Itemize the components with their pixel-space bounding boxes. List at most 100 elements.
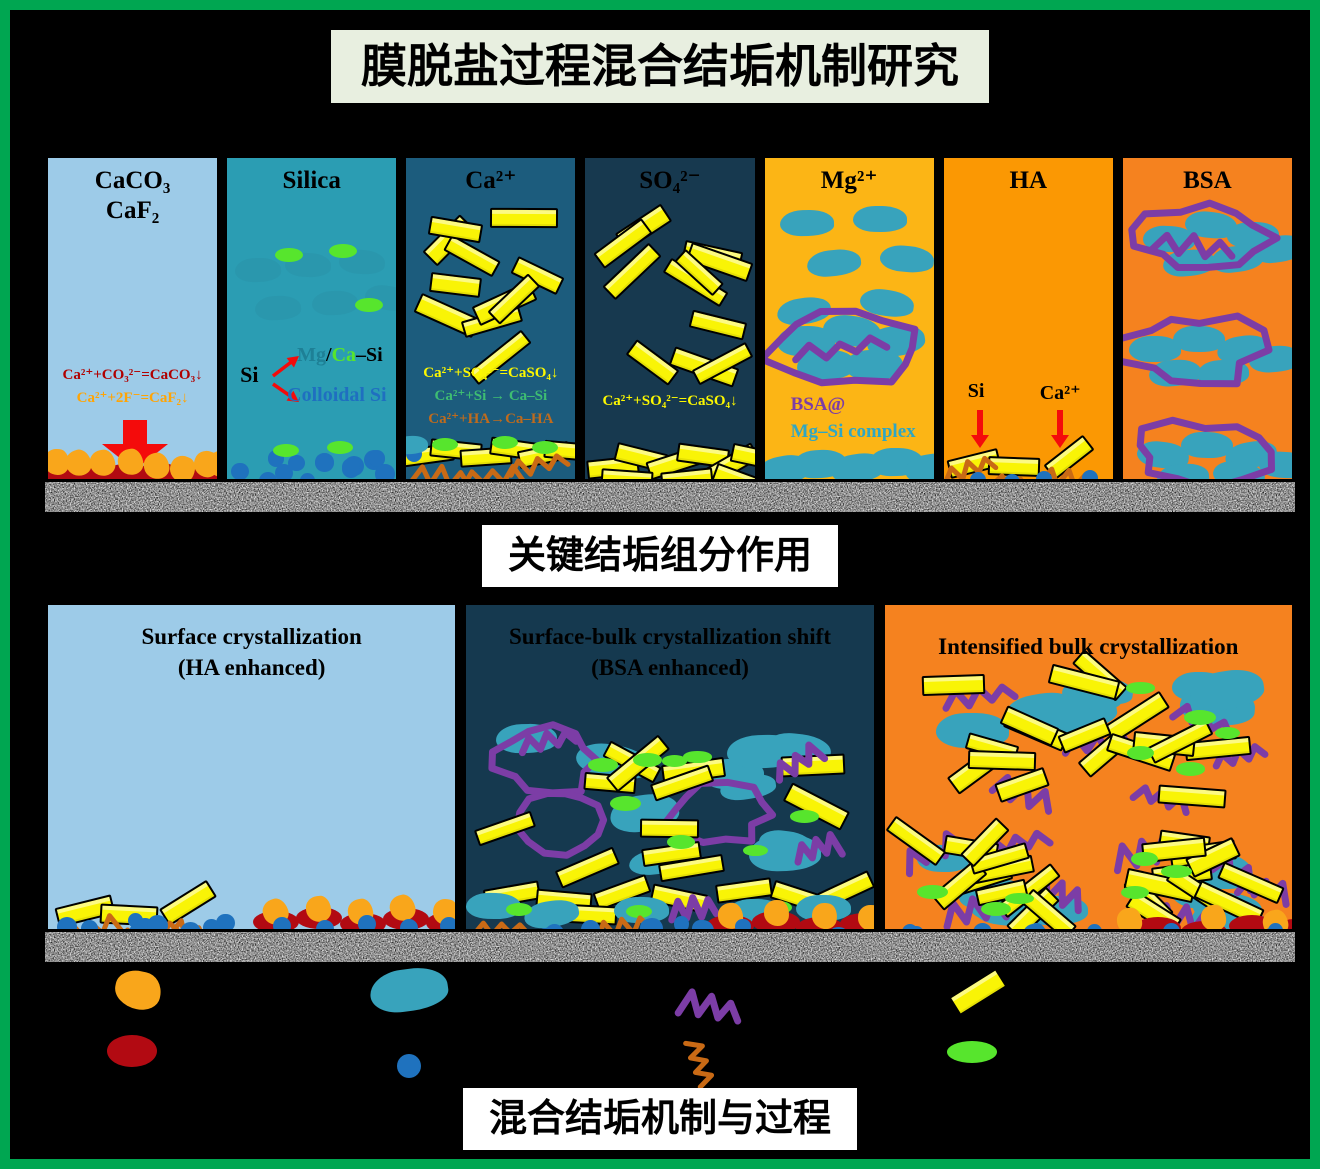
colloidal-si-particle bbox=[1035, 471, 1052, 479]
mg-ghost-text: Mg bbox=[297, 344, 327, 366]
crystal-bar bbox=[783, 782, 851, 831]
crystal-bar bbox=[429, 272, 483, 298]
title-line: (HA enhanced) bbox=[177, 655, 326, 680]
colloidal-si-particle bbox=[400, 919, 418, 929]
ca-si-particle bbox=[626, 905, 653, 918]
equation-caf2: Ca²⁺+2F⁻=CaF₂↓ bbox=[76, 390, 189, 406]
panel-header: HA bbox=[1009, 167, 1048, 194]
panel-header: CaCO₃ CaF₂ bbox=[48, 166, 217, 226]
colloidal-si-particle bbox=[368, 450, 386, 468]
ca-si-particle bbox=[742, 844, 768, 857]
mg-si-cloud bbox=[311, 290, 359, 316]
ca-si-particle bbox=[1214, 726, 1241, 740]
crystal-bar bbox=[600, 468, 655, 479]
colloidal-si-particle bbox=[258, 471, 277, 479]
membrane-strip-top bbox=[45, 482, 1295, 512]
colloidal-si-particle bbox=[316, 920, 334, 929]
colloidal-si-particle bbox=[735, 918, 752, 929]
colloidal-si-particle bbox=[535, 928, 556, 929]
ca-si-particle bbox=[275, 248, 304, 262]
crystal-bar bbox=[967, 749, 1037, 771]
colloidal-si-particle bbox=[524, 928, 542, 929]
equation-block: Ca²⁺+CO₃²⁻=CaCO₃↓ Ca²⁺+2F⁻=CaF₂↓ bbox=[48, 364, 217, 410]
colloidal-si-particle bbox=[216, 913, 235, 929]
ca-si-particle bbox=[587, 758, 619, 772]
ha-squiggle bbox=[508, 453, 571, 478]
panel-magnesium: Mg²⁺ BSA@ Mg–Si complex bbox=[761, 155, 937, 482]
colloidal-si-particle bbox=[128, 924, 145, 929]
membrane-strip-bottom bbox=[45, 932, 1295, 962]
ca-si-particle bbox=[532, 441, 559, 454]
mg-si-cloud bbox=[779, 209, 834, 237]
bsa-squiggle-loop bbox=[662, 778, 777, 846]
red-arrow-down bbox=[102, 420, 168, 470]
ca-si-particle bbox=[1175, 762, 1206, 776]
colloidal-si-particle bbox=[299, 472, 316, 479]
colloidal-si-particle bbox=[80, 919, 98, 929]
ca-si-particle bbox=[981, 901, 1012, 916]
equation-caso4: Ca²⁺+SO₄²⁻=CaSO₄↓ bbox=[602, 393, 738, 409]
colloidal-si-particle bbox=[440, 917, 456, 929]
panel-sulfate: SO₄²⁻ Ca²⁺+SO₄²⁻=CaSO₄↓ bbox=[582, 155, 758, 482]
crystal-bar bbox=[639, 818, 699, 839]
colloidal-si-particle bbox=[1261, 928, 1281, 929]
ca-si-particle bbox=[610, 795, 641, 811]
caso4-yellow-crystal-icon bbox=[948, 967, 1008, 1017]
si-label: Si bbox=[967, 380, 985, 402]
colloidal-si-particle bbox=[901, 923, 919, 929]
panel-header: Mg²⁺ bbox=[820, 167, 878, 194]
bsa-squiggle bbox=[1148, 231, 1236, 261]
red-arrow bbox=[272, 382, 300, 402]
si-black-text: –Si bbox=[356, 344, 383, 366]
ca-si-particle bbox=[789, 810, 819, 824]
crystal-bar bbox=[688, 309, 747, 341]
ha-orange-squiggle-icon bbox=[683, 1040, 715, 1090]
colloidal-si-particle bbox=[1162, 923, 1180, 929]
panel-decor bbox=[227, 158, 397, 479]
section-label-mechanism: 混合结垢机制与过程 bbox=[462, 1088, 858, 1150]
colloidal-si-particle bbox=[288, 454, 305, 472]
panel-decor bbox=[48, 158, 218, 479]
ha-squiggle bbox=[943, 455, 998, 479]
title-line: Intensified bulk crystallization bbox=[938, 634, 1239, 659]
mg-si-complex-label: Mg–Si complex bbox=[790, 421, 916, 442]
bottom-panel-row: Surface crystallization (HA enhanced) Su… bbox=[45, 602, 1295, 932]
ca-si-particle bbox=[661, 755, 688, 767]
title-line: Surface-bulk crystallization shift bbox=[508, 624, 831, 649]
panel-silica: Silica Si Mg/Ca–Si Colloidal Si bbox=[224, 155, 400, 482]
colloidal-si-particle bbox=[231, 462, 249, 479]
panel-caco3-caf2: CaCO₃ CaF₂ Ca²⁺+CO₃²⁻=CaCO₃↓ Ca²⁺+2F⁻=Ca… bbox=[45, 155, 221, 482]
bsa-squiggle bbox=[668, 894, 721, 924]
colloidal-si-particle bbox=[1267, 922, 1284, 929]
equation-block: Ca²⁺+SO₄²⁻=CaSO₄↓ Ca²⁺+Si → Ca–Si Ca²⁺+H… bbox=[406, 362, 575, 431]
bsa-squiggle-loop bbox=[488, 721, 601, 797]
ha-squiggle bbox=[409, 463, 472, 479]
mg-si-cloud bbox=[254, 295, 302, 321]
crystal-bar bbox=[921, 673, 985, 696]
colloidal-si-particle bbox=[969, 472, 986, 479]
bsa-squiggle bbox=[794, 831, 847, 866]
colloidal-si-particle bbox=[375, 464, 395, 479]
panel-header: Silica bbox=[282, 167, 341, 194]
colloidal-si-particle bbox=[56, 916, 78, 929]
ca-si-particle bbox=[492, 436, 519, 449]
ca-si-green-particle-icon bbox=[947, 1041, 997, 1063]
ca-si-particle bbox=[1130, 851, 1159, 867]
main-title: 膜脱盐过程混合结垢机制研究 bbox=[331, 30, 989, 103]
ca-si-particle bbox=[683, 751, 712, 763]
colloidal-si-particle bbox=[673, 916, 690, 929]
caf2-particle bbox=[1115, 907, 1143, 929]
colloidal-si-particle bbox=[1003, 474, 1020, 479]
ca-si-particle bbox=[506, 903, 533, 916]
ca-label: Ca²⁺ bbox=[1039, 382, 1081, 404]
ha-squiggle bbox=[595, 915, 655, 929]
panel-bsa: BSA bbox=[1119, 155, 1295, 482]
bsa-squiggle bbox=[519, 728, 581, 757]
bsa-squiggle-loop bbox=[1128, 199, 1281, 271]
panel-decor bbox=[585, 158, 755, 479]
caf2-orange-blob-icon bbox=[111, 966, 165, 1014]
colloidal-si-particle bbox=[273, 917, 291, 929]
ca-si-particle bbox=[329, 244, 358, 258]
colloidal-si-particle bbox=[545, 924, 565, 929]
colloidal-si-particle bbox=[137, 917, 153, 929]
